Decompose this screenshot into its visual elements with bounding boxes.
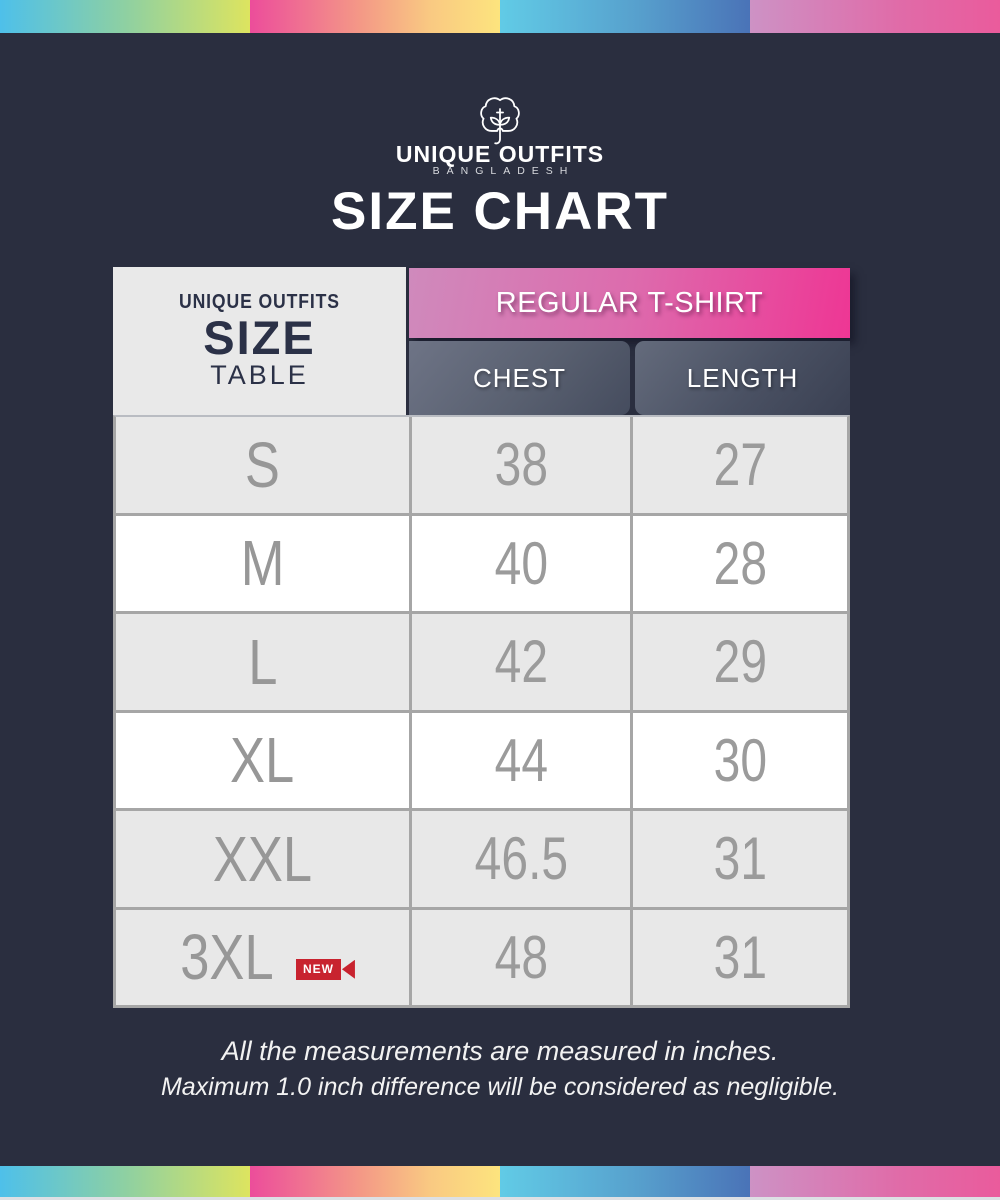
length-value: 29	[713, 628, 767, 696]
chest-cell: 40	[412, 515, 633, 611]
stripe-segment-orchid-pink	[750, 0, 1000, 33]
new-badge-ribbon-arrow-icon	[341, 959, 355, 979]
chest-cell: 48	[412, 909, 633, 1005]
chest-cell: 44	[412, 712, 633, 808]
footer-note-tolerance: Maximum 1.0 inch difference will be cons…	[160, 1073, 840, 1101]
length-value: 31	[713, 923, 767, 991]
length-cell: 29	[633, 614, 847, 710]
product-header: REGULAR T-SHIRT	[409, 268, 850, 338]
chest-value: 38	[494, 431, 548, 499]
measure-columns-header: CHEST LENGTH	[409, 341, 850, 415]
size-label-group: 3XL NEW	[170, 920, 355, 994]
size-cell: XL	[116, 712, 412, 808]
table-row-m: M 40 28	[116, 512, 847, 612]
chest-cell: 38	[412, 417, 633, 513]
length-cell: 31	[633, 811, 847, 907]
stripe-segment-cyan-blue	[500, 1166, 750, 1197]
size-label: S	[244, 428, 281, 501]
product-header-label: REGULAR T-SHIRT	[495, 286, 764, 319]
table-row-l: L 42 29	[116, 611, 847, 710]
length-value: 31	[713, 825, 767, 893]
chest-value: 46.5	[474, 825, 568, 893]
size-table: UNIQUE OUTFITS SIZE TABLE REGULAR T-SHIR…	[113, 267, 850, 1008]
length-cell: 28	[633, 516, 847, 612]
corner-brand: UNIQUE OUTFITS	[179, 291, 340, 314]
stripe-segment-cyan-blue	[500, 0, 750, 33]
length-column-header: LENGTH	[635, 341, 850, 415]
size-cell: M	[116, 515, 412, 611]
footer-note-measurements: All the measurements are measured in inc…	[221, 1036, 779, 1066]
table-row-xl: XL 44 30	[116, 709, 847, 809]
length-value: 30	[713, 726, 767, 794]
chest-value: 42	[494, 628, 548, 696]
top-stripe	[0, 0, 1000, 33]
length-column-label: LENGTH	[686, 362, 799, 393]
size-label: XL	[230, 724, 295, 797]
size-cell: S	[116, 417, 412, 513]
stripe-segment-cyan-yellow	[0, 1166, 250, 1197]
size-label: M	[240, 527, 285, 600]
size-label: 3XL	[180, 921, 274, 994]
bottom-edge-line	[0, 1197, 1000, 1200]
size-cell: 3XL NEW	[116, 909, 412, 1005]
corner-size-word: SIZE	[203, 311, 316, 365]
chest-value: 44	[494, 726, 548, 794]
stripe-segment-pink-yellow	[250, 1166, 500, 1197]
chest-value: 48	[494, 923, 548, 991]
length-value: 28	[713, 529, 767, 597]
table-row-s: S 38 27	[116, 417, 847, 513]
size-grid: S 38 27 M 40 28 L 42 29 XL 44 30 XXL	[113, 415, 850, 1008]
chest-column-label: CHEST	[472, 362, 567, 393]
chest-value: 40	[494, 529, 548, 597]
length-cell: 31	[633, 910, 847, 1006]
size-cell: L	[116, 614, 412, 710]
size-label: L	[247, 625, 278, 698]
page-title: SIZE CHART	[331, 182, 669, 241]
chest-column-header: CHEST	[409, 341, 630, 415]
stripe-segment-cyan-yellow	[0, 0, 250, 33]
stripe-segment-orchid-pink	[750, 1166, 1000, 1197]
new-badge-label: NEW	[295, 958, 341, 980]
cotton-flower-icon	[0, 94, 1000, 151]
table-row-xxl: XXL 46.5 31	[116, 808, 847, 907]
corner-cell: UNIQUE OUTFITS SIZE TABLE	[113, 267, 406, 415]
size-label: XXL	[212, 822, 313, 895]
bottom-stripe	[0, 1166, 1000, 1197]
size-cell: XXL	[116, 811, 412, 907]
chest-cell: 42	[412, 614, 633, 710]
length-value: 27	[713, 431, 767, 499]
brand-subtitle: BANGLADESH	[432, 165, 575, 177]
new-badge: NEW	[295, 958, 355, 980]
length-cell: 30	[633, 713, 847, 809]
stripe-segment-pink-yellow	[250, 0, 500, 33]
table-row-3xl: 3XL NEW 48 31	[116, 906, 847, 1006]
corner-table-word: TABLE	[210, 360, 309, 391]
brand-name: UNIQUE OUTFITS	[395, 141, 605, 167]
chest-cell: 46.5	[412, 811, 633, 907]
length-cell: 27	[633, 417, 847, 513]
